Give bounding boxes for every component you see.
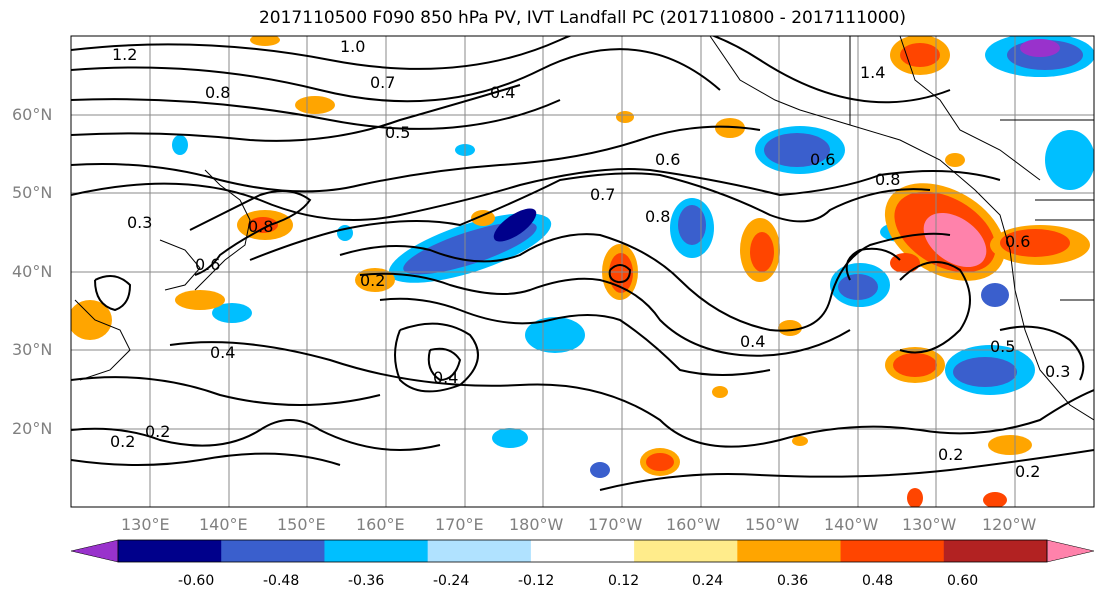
colorbar-tick-label: -0.60	[178, 573, 215, 589]
colorbar-segment	[530, 540, 635, 562]
lat-label: 40°N	[12, 262, 53, 281]
colorbar	[70, 539, 1095, 563]
map-panel: 1.2 1.0 0.8 0.7 0.6 0.5 0.4 0.3 0.2 1.4 …	[71, 36, 1094, 507]
coastlines	[74, 36, 1094, 421]
colorbar-tick-label: 0.24	[692, 573, 724, 589]
lat-label: 20°N	[12, 419, 53, 438]
contour-label: 1.0	[340, 37, 365, 56]
lat-label: 50°N	[12, 183, 53, 202]
contour-label: 0.3	[127, 213, 152, 232]
contour-label: 0.8	[248, 217, 273, 236]
colorbar-segment	[324, 540, 429, 562]
contour-label: 0.8	[645, 207, 670, 226]
colorbar-segment	[943, 540, 1048, 562]
contour-label: 0.6	[655, 150, 680, 169]
colorbar-tick-label: -0.24	[433, 573, 470, 589]
contour-labels: 1.2 1.0 0.8 0.7 0.6 0.5 0.4 0.3 0.2 1.4 …	[110, 37, 1070, 481]
colorbar-segment	[118, 540, 222, 562]
lon-label: 130°E	[121, 515, 170, 534]
contour-label: 0.6	[1005, 232, 1030, 251]
lon-label: 150°W	[745, 515, 800, 534]
map-frame	[70, 35, 1095, 508]
contour-label: 0.6	[195, 255, 220, 274]
contour-label: 0.7	[370, 73, 395, 92]
colorbar-segment	[634, 540, 738, 562]
colorbar-tick-label: -0.12	[518, 573, 555, 589]
colorbar-segment	[737, 540, 842, 562]
colorbar-tick-label: -0.36	[348, 573, 385, 589]
colorbar-tick-label: 0.60	[947, 573, 979, 589]
gridlines	[71, 36, 1094, 507]
neg-anomaly-ne-peak	[1020, 39, 1060, 57]
colorbar-tick-label: 0.12	[608, 573, 640, 589]
map-title: 2017110500 F090 850 hPa PV, IVT Landfall…	[258, 8, 906, 28]
contour-label: 0.2	[145, 422, 170, 441]
lon-label: 160°E	[356, 515, 405, 534]
colorbar-extend-min	[70, 539, 119, 563]
colorbar-extend-max	[1046, 539, 1095, 563]
lat-label: 60°N	[12, 105, 53, 124]
contour-label: 0.4	[210, 343, 235, 362]
contour-label: 0.2	[360, 271, 385, 290]
lon-label: 160°W	[666, 515, 721, 534]
contour-label: 0.5	[990, 337, 1015, 356]
colorbar-segment	[427, 540, 532, 562]
contour-label: 0.4	[740, 332, 765, 351]
contour-label: 0.4	[433, 368, 458, 387]
colorbar-frame	[117, 539, 1048, 563]
lon-label: 140°W	[824, 515, 879, 534]
lon-label: 130°W	[902, 515, 957, 534]
lon-label: 170°W	[588, 515, 643, 534]
contour-label: 1.2	[112, 45, 137, 64]
colorbar-segment	[840, 540, 945, 562]
contour-label: 0.8	[205, 83, 230, 102]
contour-label: 0.3	[1045, 362, 1070, 381]
contour-label: 0.6	[810, 150, 835, 169]
shaded-anomalies	[71, 36, 1094, 507]
contour-label: 0.2	[1015, 462, 1040, 481]
contour-label: 0.5	[385, 123, 410, 142]
lon-label: 150°E	[277, 515, 326, 534]
contour-label: 0.8	[875, 170, 900, 189]
contour-label: 0.2	[938, 445, 963, 464]
colorbar-segment	[221, 540, 325, 562]
lon-label: 180°W	[509, 515, 564, 534]
colorbar-tick-label: -0.48	[263, 573, 300, 589]
lon-label: 140°E	[199, 515, 248, 534]
lon-label: 120°W	[982, 515, 1037, 534]
pv-contours	[71, 36, 1094, 491]
contour-label: 0.7	[590, 185, 615, 204]
colorbar-tick-label: 0.36	[777, 573, 809, 589]
contour-label: 0.2	[110, 432, 135, 451]
colorbar-tick-label: 0.48	[862, 573, 894, 589]
lat-label: 30°N	[12, 340, 53, 359]
contour-label: 0.4	[490, 83, 515, 102]
contour-label: 1.4	[860, 63, 885, 82]
lon-label: 170°E	[435, 515, 484, 534]
